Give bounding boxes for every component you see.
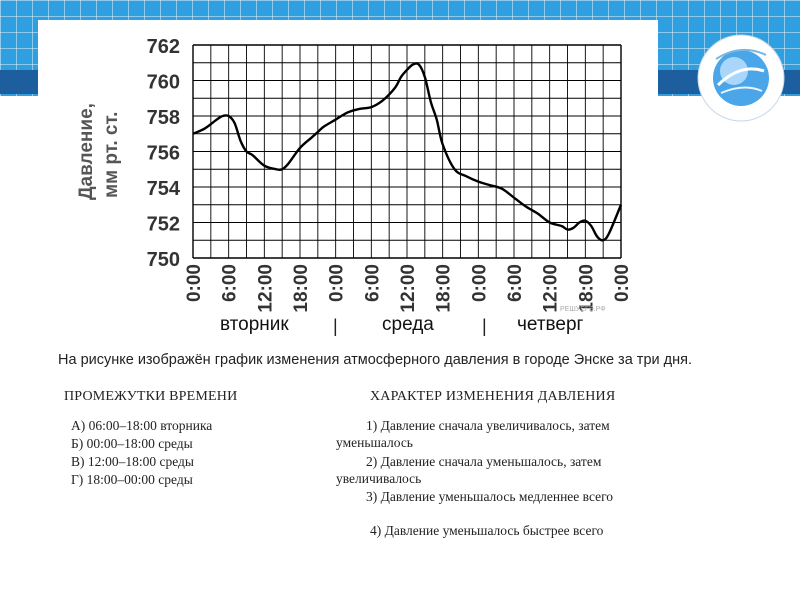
watermark: РЕШУЕГЭ.РФ <box>560 306 606 313</box>
y-tick-label: 750 <box>147 249 180 271</box>
y-tick-label: 762 <box>147 36 180 58</box>
pressure-series <box>192 62 623 242</box>
x-tick-labels: 0:00 6:00 12:00 18:00 0:00 6:00 12:00 18:00 0:00… <box>184 264 633 313</box>
question-text: На рисунке изображён график изменения ат… <box>58 352 692 368</box>
x-tick-label: 12:00 <box>398 264 419 313</box>
x-tick-label: 0:00 <box>327 264 348 302</box>
y-tick-label: 752 <box>147 214 180 236</box>
pressure-line <box>192 62 623 242</box>
change-option-2-line1: 2) Давление сначала уменьшалось, затем <box>366 454 602 469</box>
x-tick-label: 6:00 <box>220 264 241 302</box>
globe-logo-icon <box>697 34 785 122</box>
chart-grid <box>192 44 622 259</box>
y-tick-labels: 750 752 754 756 758 760 762 <box>147 36 181 271</box>
y-tick-label: 754 <box>147 178 181 200</box>
slide-panel <box>38 20 658 600</box>
x-tick-label: 0:00 <box>612 264 633 302</box>
time-option-c: В) 12:00–18:00 среды <box>71 454 194 469</box>
time-option-d: Г) 18:00–00:00 среды <box>71 472 193 487</box>
change-option-4: 4) Давление уменьшалось быстрее всего <box>370 523 604 538</box>
x-tick-label: 12:00 <box>255 264 276 313</box>
time-option-b: Б) 00:00–18:00 среды <box>71 436 193 451</box>
day-separator: | <box>333 316 338 336</box>
left-column-header: ПРОМЕЖУТКИ ВРЕМЕНИ <box>64 389 238 404</box>
change-option-1-line1: 1) Давление сначала увеличивалось, затем <box>366 418 610 433</box>
day-label-thursday: четверг <box>517 314 584 335</box>
x-tick-label: 6:00 <box>362 264 383 302</box>
y-axis-label-line1: Давление, <box>76 103 97 200</box>
day-separator: | <box>482 316 487 336</box>
change-option-2-line2: увеличивалось <box>336 471 422 486</box>
y-tick-label: 758 <box>147 107 180 129</box>
time-option-a: А) 06:00–18:00 вторника <box>71 418 213 433</box>
change-option-1-line2: уменьшалось <box>336 435 413 450</box>
x-tick-label: 18:00 <box>576 264 597 313</box>
y-axis-label-line2: мм рт. ст. <box>101 112 122 198</box>
y-tick-label: 756 <box>147 143 180 165</box>
x-tick-label: 0:00 <box>469 264 490 302</box>
right-column-header: ХАРАКТЕР ИЗМЕНЕНИЯ ДАВЛЕНИЯ <box>370 389 616 404</box>
x-tick-label: 6:00 <box>505 264 526 302</box>
y-axis-label-group: Давление, мм рт. ст. <box>76 103 122 200</box>
x-tick-label: 0:00 <box>184 264 205 302</box>
y-tick-label: 760 <box>147 72 180 94</box>
x-tick-label: 18:00 <box>291 264 312 313</box>
x-tick-label: 12:00 <box>541 264 562 313</box>
day-label-tuesday: вторник <box>220 314 289 335</box>
change-option-3: 3) Давление уменьшалось медленнее всего <box>366 489 614 504</box>
day-label-wednesday: среда <box>382 314 434 335</box>
x-tick-label: 18:00 <box>434 264 455 313</box>
